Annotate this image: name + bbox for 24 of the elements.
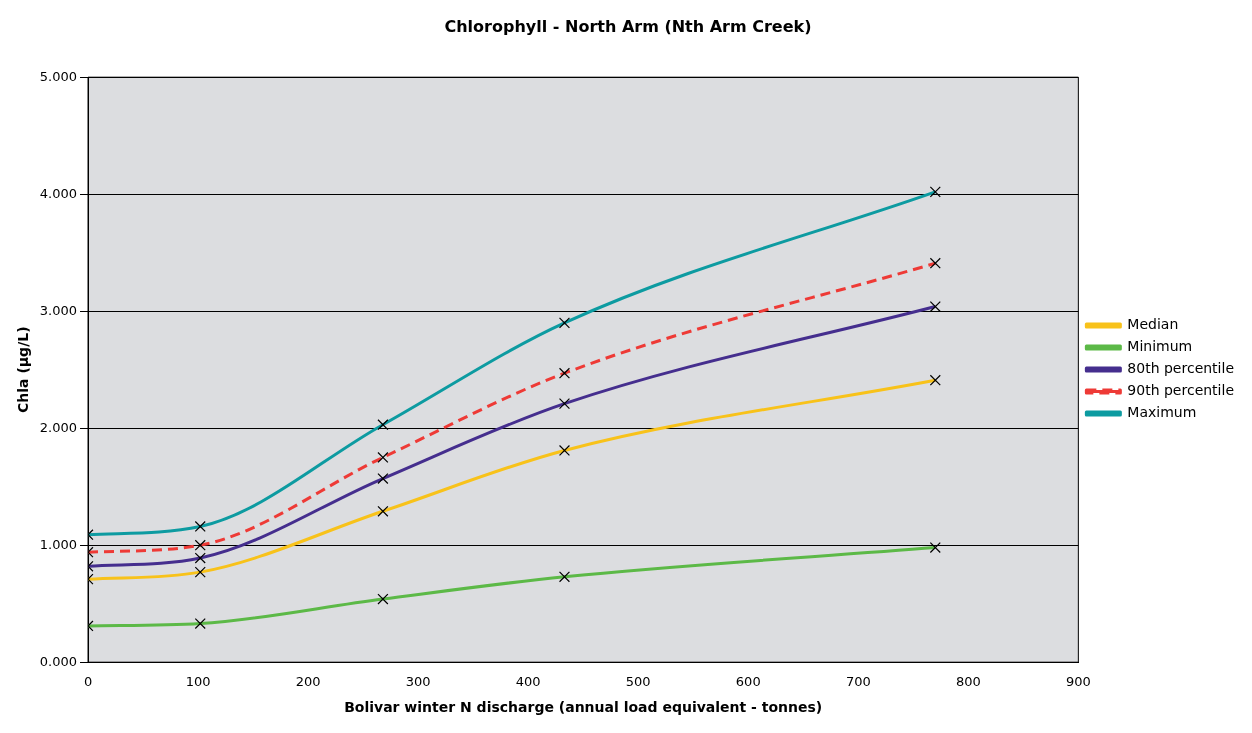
y-axis-title: Chla (µg/L) <box>15 326 32 413</box>
x-tick-label: 800 <box>955 674 981 690</box>
y-tick-label: 4.000 <box>39 185 78 201</box>
y-tick-label: 5.000 <box>39 68 78 84</box>
x-tick-label: 100 <box>185 674 211 690</box>
x-tick-label: 300 <box>405 674 431 690</box>
x-tick-label: 0 <box>83 674 93 690</box>
x-tick-label: 200 <box>295 674 321 690</box>
x-axis-title: Bolivar winter N discharge (annual load equivalent - tonnes) <box>344 699 823 716</box>
y-tick-label: 1.000 <box>39 536 78 552</box>
x-tick-label: 400 <box>515 674 541 690</box>
x-tick-label: 600 <box>735 674 761 690</box>
legend-label: 90th percentile <box>1127 382 1234 399</box>
legend-label: 80th percentile <box>1127 360 1234 377</box>
legend-label: Maximum <box>1127 404 1197 421</box>
y-tick-label: 0.000 <box>39 653 78 669</box>
legend-label: Median <box>1127 316 1179 333</box>
x-tick-label: 500 <box>625 674 651 690</box>
chart-title: Chlorophyll - North Arm (Nth Arm Creek) <box>444 16 812 36</box>
x-tick-label: 900 <box>1065 674 1091 690</box>
y-tick-label: 3.000 <box>39 302 78 318</box>
x-tick-label: 700 <box>845 674 871 690</box>
y-tick-label: 2.000 <box>39 419 78 435</box>
legend-label: Minimum <box>1127 338 1193 355</box>
